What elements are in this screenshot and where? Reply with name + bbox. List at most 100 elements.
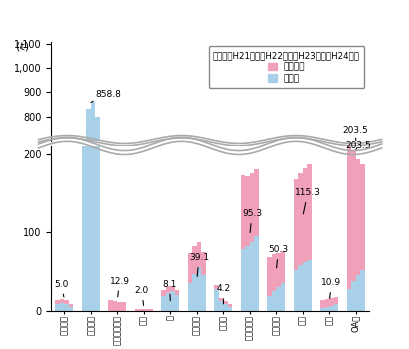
Bar	[218, 305, 223, 306]
Bar	[302, 168, 307, 262]
Bar	[271, 254, 276, 291]
Bar	[240, 291, 245, 309]
Bar	[276, 302, 280, 309]
Bar	[201, 298, 205, 309]
Bar	[60, 303, 64, 311]
Bar	[170, 291, 175, 311]
Bar	[360, 164, 364, 270]
Bar	[69, 308, 73, 309]
Text: (t): (t)	[16, 42, 29, 52]
Bar	[249, 242, 254, 311]
Bar	[293, 269, 298, 297]
Bar	[201, 252, 205, 275]
Bar	[121, 302, 126, 311]
Bar	[302, 295, 307, 309]
Bar	[95, 117, 100, 309]
Bar	[267, 305, 271, 309]
Bar	[166, 302, 170, 304]
Text: 203.5: 203.5	[344, 141, 370, 150]
Bar	[227, 307, 232, 311]
Bar	[276, 291, 280, 302]
Bar	[324, 299, 328, 307]
Bar	[298, 173, 302, 265]
Bar	[280, 301, 285, 309]
Bar	[201, 291, 205, 298]
Bar	[293, 297, 298, 309]
Bar	[324, 308, 328, 309]
Text: 5.0: 5.0	[54, 280, 68, 297]
Bar	[254, 170, 258, 236]
Bar	[69, 304, 73, 307]
Bar	[161, 303, 166, 305]
Bar	[298, 265, 302, 311]
Text: 2.0: 2.0	[134, 286, 148, 305]
Bar	[218, 298, 223, 301]
Bar	[187, 301, 192, 309]
Bar	[333, 297, 337, 304]
Bar	[223, 306, 227, 307]
Text: 95.3: 95.3	[241, 209, 261, 232]
Bar	[108, 300, 112, 311]
Text: 858.8: 858.8	[91, 89, 121, 102]
Bar	[249, 173, 254, 242]
Bar	[271, 303, 276, 309]
Bar	[254, 287, 258, 309]
Bar	[64, 306, 69, 307]
Bar	[60, 306, 64, 307]
Bar	[64, 300, 69, 304]
Bar	[82, 0, 86, 311]
Bar	[192, 274, 196, 311]
Bar	[276, 287, 280, 311]
Bar	[91, 0, 95, 311]
Bar	[298, 295, 302, 309]
Bar	[108, 306, 112, 309]
Bar	[95, 0, 100, 311]
Bar	[280, 251, 285, 283]
Bar	[240, 175, 245, 250]
Bar	[346, 303, 351, 309]
Bar	[218, 301, 223, 311]
Bar	[249, 267, 254, 288]
Bar	[351, 300, 355, 309]
Bar	[55, 306, 60, 307]
Bar	[117, 306, 121, 309]
Bar	[280, 283, 285, 311]
Bar	[360, 264, 364, 297]
Bar	[267, 297, 271, 311]
Bar	[117, 302, 121, 311]
Bar	[161, 297, 166, 311]
Bar	[170, 302, 175, 303]
Bar	[227, 307, 232, 308]
Bar	[55, 307, 60, 309]
Bar	[351, 260, 355, 300]
Bar	[240, 268, 245, 291]
Bar	[267, 293, 271, 305]
Bar	[214, 289, 218, 311]
Text: 39.1: 39.1	[189, 253, 209, 276]
Bar	[82, 141, 86, 309]
Bar	[201, 275, 205, 311]
Bar	[196, 288, 201, 296]
Bar	[360, 270, 364, 311]
Bar	[254, 266, 258, 287]
Bar	[298, 267, 302, 295]
Bar	[175, 295, 179, 311]
Bar	[69, 307, 73, 311]
Bar	[170, 303, 175, 309]
Bar	[223, 307, 227, 309]
Bar	[187, 253, 192, 283]
Bar	[355, 159, 360, 275]
Bar	[355, 275, 360, 311]
Bar	[307, 264, 311, 294]
Bar	[328, 306, 333, 311]
Bar	[60, 307, 64, 309]
Bar	[280, 291, 285, 301]
Bar	[112, 301, 117, 311]
Bar	[307, 260, 311, 311]
Bar	[346, 254, 351, 303]
Bar	[223, 304, 227, 311]
Bar	[227, 308, 232, 309]
Bar	[271, 292, 276, 303]
Bar	[276, 253, 280, 287]
Bar	[64, 307, 69, 309]
